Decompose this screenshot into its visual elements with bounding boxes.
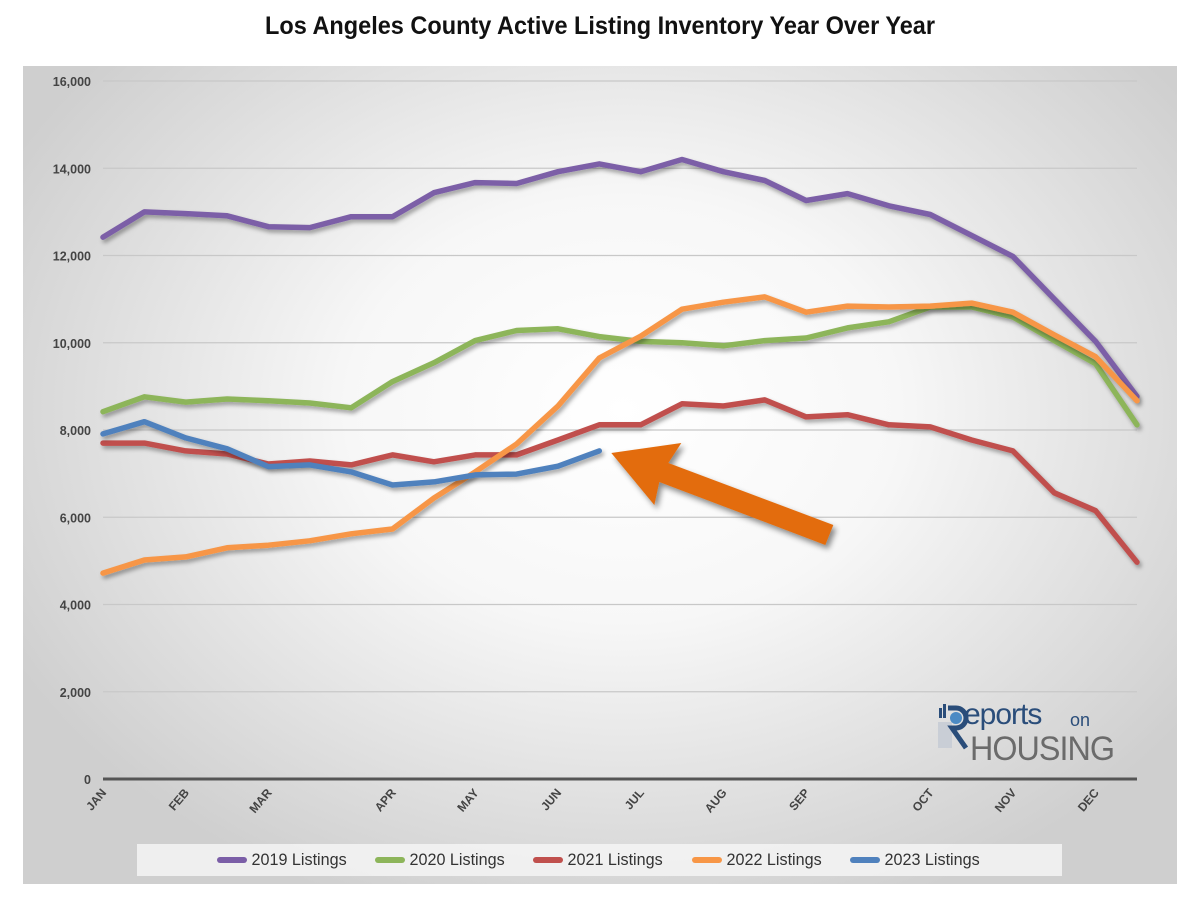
x-tick-label: APR [372, 786, 399, 815]
legend-label: 2022 Listings [726, 850, 822, 869]
logo-r-icon [938, 704, 969, 750]
legend-label: 2019 Listings [251, 850, 347, 869]
chart-title: Los Angeles County Active Listing Invent… [265, 12, 935, 40]
logo-text-on: on [1070, 710, 1091, 730]
legend-label: 2023 Listings [884, 850, 980, 869]
gridlines [103, 80, 1137, 781]
y-tick-label: 16,000 [53, 75, 91, 89]
legend-swatch [375, 857, 406, 863]
x-tick-label: OCT [909, 785, 936, 814]
logo-text-housing: HOUSING [970, 730, 1115, 768]
y-axis: 0 2,000 4,000 6,000 8,000 10,000 12,000 14,000 1… [53, 75, 91, 787]
x-tick-label: FEB [166, 786, 192, 814]
x-tick-label: DEC [1075, 786, 1102, 815]
x-tick-label: MAY [454, 786, 481, 815]
y-tick-label: 14,000 [53, 162, 91, 176]
x-tick-label: MAR [246, 786, 275, 816]
y-tick-label: 4,000 [60, 599, 91, 613]
reports-on-housing-logo: eports on HOUSING [934, 698, 1134, 770]
series-line-2020 [100, 304, 1140, 428]
legend-swatch [849, 857, 880, 863]
y-tick-label: 8,000 [60, 424, 91, 438]
chart-legend: 2019 Listings 2020 Listings 2021 Listings 2… [137, 844, 1062, 876]
annotations [611, 442, 834, 545]
logo-text-reports: eports [964, 698, 1042, 731]
legend-item: 2021 Listings [533, 850, 665, 870]
legend-swatch [533, 857, 564, 863]
series-lines [100, 156, 1140, 576]
x-tick-label: JAN [83, 786, 109, 813]
x-tick-label: JUN [538, 786, 564, 813]
legend-item: 2023 Listings [849, 850, 982, 870]
x-tick-label: SEP [786, 786, 812, 813]
y-tick-label: 6,000 [60, 511, 91, 525]
x-tick-label: JUL [622, 786, 647, 812]
y-tick-label: 0 [84, 773, 91, 787]
y-tick-label: 2,000 [60, 686, 91, 700]
legend-item: 2022 Listings [691, 850, 824, 870]
x-tick-label: AUG [702, 786, 730, 815]
series-line-2019 [100, 156, 1140, 400]
x-axis: JAN FEB MAR APR MAY JUN JUL AUG SEP OCT NOV DEC [83, 785, 1102, 815]
legend-label: 2020 Listings [409, 850, 505, 869]
x-tick-label: NOV [992, 786, 1019, 815]
series-line-2021 [100, 397, 1140, 565]
legend-swatch [217, 857, 248, 863]
series-line-2022 [100, 294, 1140, 576]
series-line-2023 [100, 418, 603, 488]
legend-item: 2020 Listings [375, 850, 507, 870]
legend-item: 2019 Listings [217, 850, 349, 870]
y-tick-label: 12,000 [53, 250, 91, 264]
arrow-annotation [611, 442, 834, 545]
legend-swatch [691, 857, 722, 863]
chart-panel [23, 66, 1177, 884]
legend-label: 2021 Listings [567, 850, 664, 869]
y-tick-label: 10,000 [53, 337, 91, 351]
